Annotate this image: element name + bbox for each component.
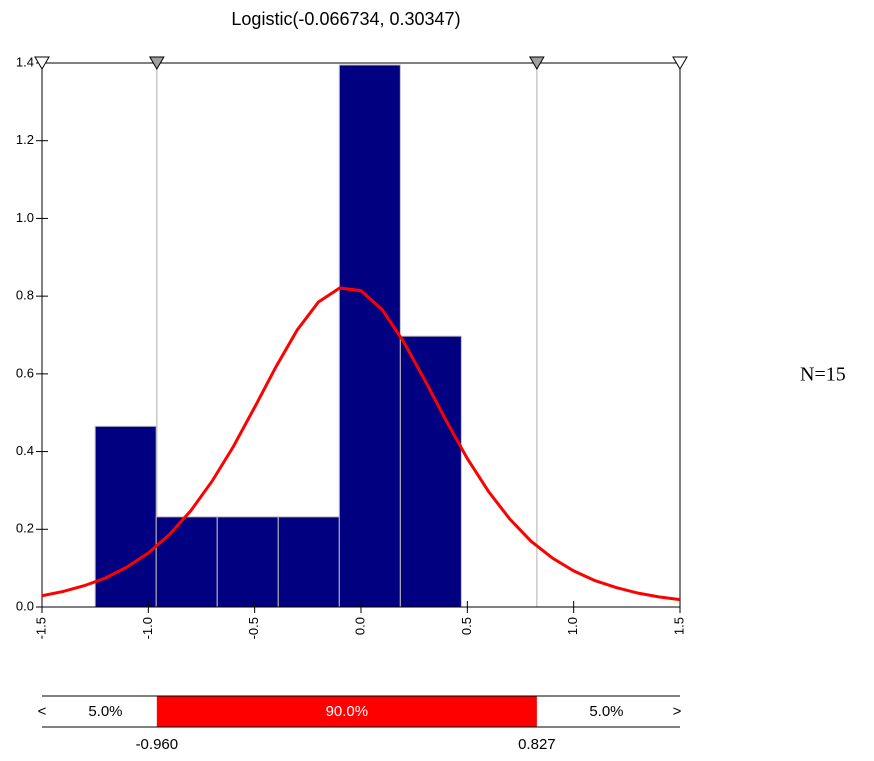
left-arrow: < — [38, 703, 47, 720]
x-tick-label: 0.0 — [352, 617, 367, 635]
y-tick-label: 0.8 — [16, 288, 34, 303]
right-arrow: > — [673, 703, 682, 720]
range-marker — [34, 56, 50, 70]
y-tick-label: 1.0 — [16, 210, 34, 225]
y-tick-label: 0.2 — [16, 521, 34, 536]
chart-title: Logistic(-0.066734, 0.30347) — [231, 9, 460, 29]
band-middle — [156, 696, 537, 727]
band-label: 5.0% — [88, 703, 122, 720]
bar — [338, 64, 401, 608]
bar — [277, 516, 340, 608]
y-tick-label: 1.4 — [16, 54, 34, 69]
x-tick-label: 1.5 — [671, 617, 686, 635]
x-tick-label: -1.0 — [140, 617, 155, 639]
bar — [155, 516, 218, 608]
delimiter-marker — [148, 56, 165, 70]
bar — [399, 335, 462, 608]
x-tick-label: 1.0 — [565, 617, 580, 635]
x-tick-label: 0.5 — [459, 617, 474, 635]
band-label: 90.0% — [326, 703, 369, 720]
y-tick-label: 0.4 — [16, 443, 34, 458]
x-tick-label: -1.5 — [33, 617, 48, 639]
y-tick-label: 1.2 — [16, 132, 34, 147]
band-label: 5.0% — [589, 703, 623, 720]
y-tick-label: 0.0 — [16, 598, 34, 613]
range-marker — [672, 56, 688, 70]
delimiter-marker — [529, 56, 545, 70]
x-tick-label: -0.5 — [246, 617, 261, 639]
bar — [216, 516, 279, 608]
delimiter-label: -0.960 — [136, 736, 179, 753]
sample-size: N=15 — [800, 364, 846, 386]
y-tick-label: 0.6 — [16, 365, 34, 380]
fit-curve — [41, 286, 681, 602]
delimiter-label: 0.827 — [518, 736, 556, 753]
